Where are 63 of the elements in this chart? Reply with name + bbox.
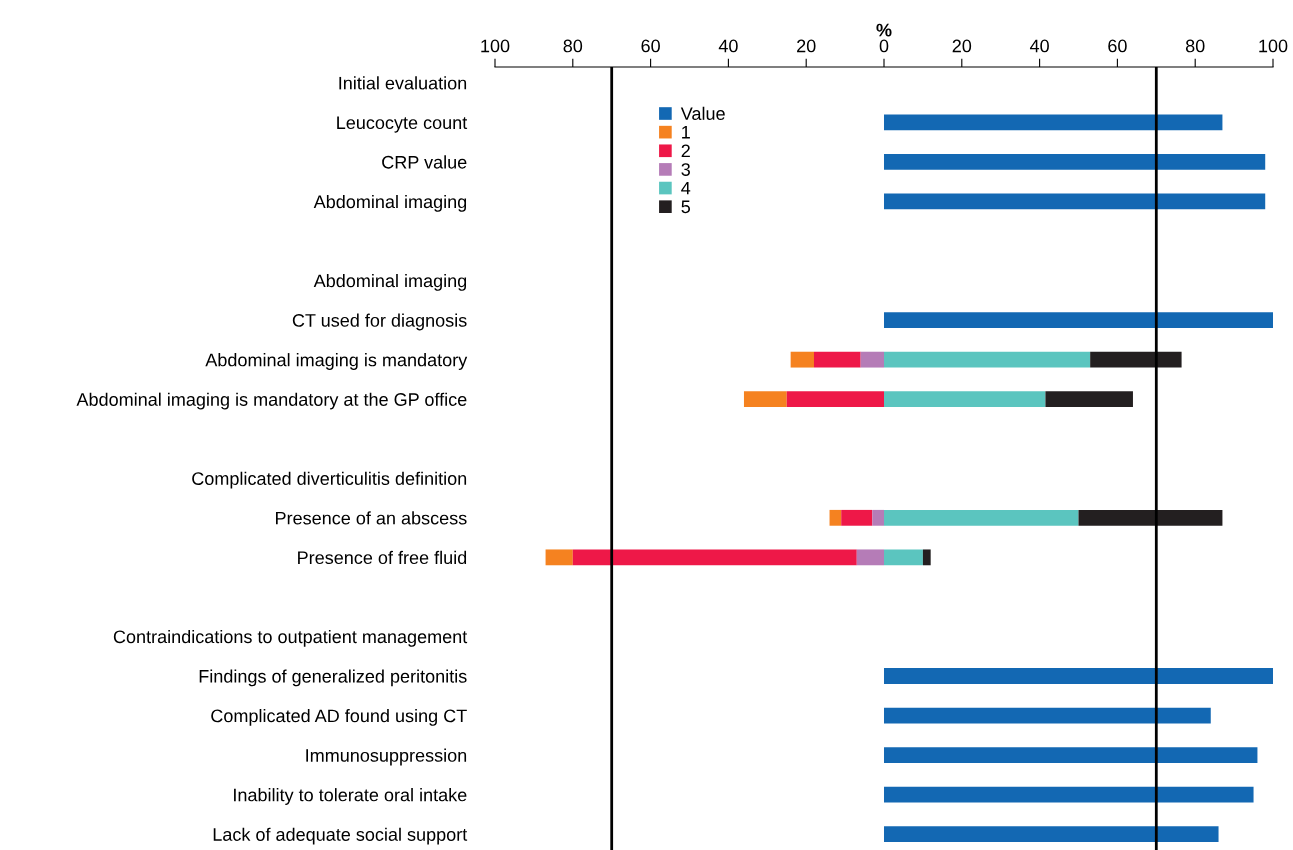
y-tick-label: CT used for diagnosis [292,313,467,331]
legend-label: 1 [682,126,690,139]
legend-label: 4 [681,181,691,195]
bar [860,351,884,368]
x-tick-label: 80 [1185,39,1205,53]
bar [841,509,873,526]
bar [1078,509,1223,526]
bar [922,549,931,566]
y-tick-label: Leucocyte count [337,116,468,133]
x-tick-label: 60 [641,39,660,53]
x-tick-label: 0 [879,39,889,53]
bar [829,509,842,526]
legend-label: 3 [681,163,690,176]
bar [884,391,1046,408]
x-tick-label: 80 [563,39,583,53]
y-tick-label: Lack of adequate social support [213,827,468,845]
bar [884,509,1079,526]
y-tick-label: Abdominal imaging [313,274,467,291]
bar [884,193,1266,210]
bar [884,747,1258,763]
bar [786,391,884,408]
x-tick-label: 100 [1259,39,1288,53]
bar [884,826,1219,843]
y-tick-label: Abdominal imaging is mandatory at the GP office [76,392,467,410]
x-tick-label: 20 [797,39,816,53]
y-tick-label: Initial evaluation [339,76,467,90]
y-tick-label: Abdominal imaging [313,194,467,212]
y-tick-label: Immunosuppression [306,748,467,766]
x-tick-label: 40 [1029,39,1049,53]
y-tick-label: Presence of an abscess [276,511,467,525]
y-tick-label: CRP value [382,155,467,169]
x-tick-label: 20 [952,39,972,53]
y-tick-label: Complicated AD found using CT [211,709,467,726]
bar [743,391,787,408]
y-tick-label: Contraindications to outpatient management [113,629,468,647]
bar [884,549,923,566]
bar [884,312,1273,328]
bar [884,114,1223,131]
y-tick-label: Presence of free fluid [298,550,467,565]
y-tick-label: Inability to tolerate oral intake [234,788,467,805]
bar [572,549,857,566]
bar [856,549,884,566]
x-tick-label: 100 [481,39,510,53]
bar [813,351,861,368]
bar [545,549,573,566]
legend-label: 5 [681,200,691,214]
bar [884,786,1254,803]
y-tick-label: Complicated diverticulitis definition [192,471,467,489]
bar [872,509,884,526]
bar [884,707,1211,724]
legend-label: Value [680,106,725,120]
bar [1045,391,1133,408]
x-tick-label: 60 [1108,39,1127,53]
x-axis-title: % [876,23,892,37]
y-tick-label: Abdominal imaging is mandatory [205,353,468,370]
y-tick-label: Findings of generalized peritonitis [199,669,467,687]
x-tick-label: 40 [718,39,738,53]
bar [884,668,1273,684]
bar [884,154,1266,170]
legend-label: 2 [681,144,690,158]
bar [790,351,814,368]
bar [884,351,1091,368]
bar [1090,351,1182,368]
